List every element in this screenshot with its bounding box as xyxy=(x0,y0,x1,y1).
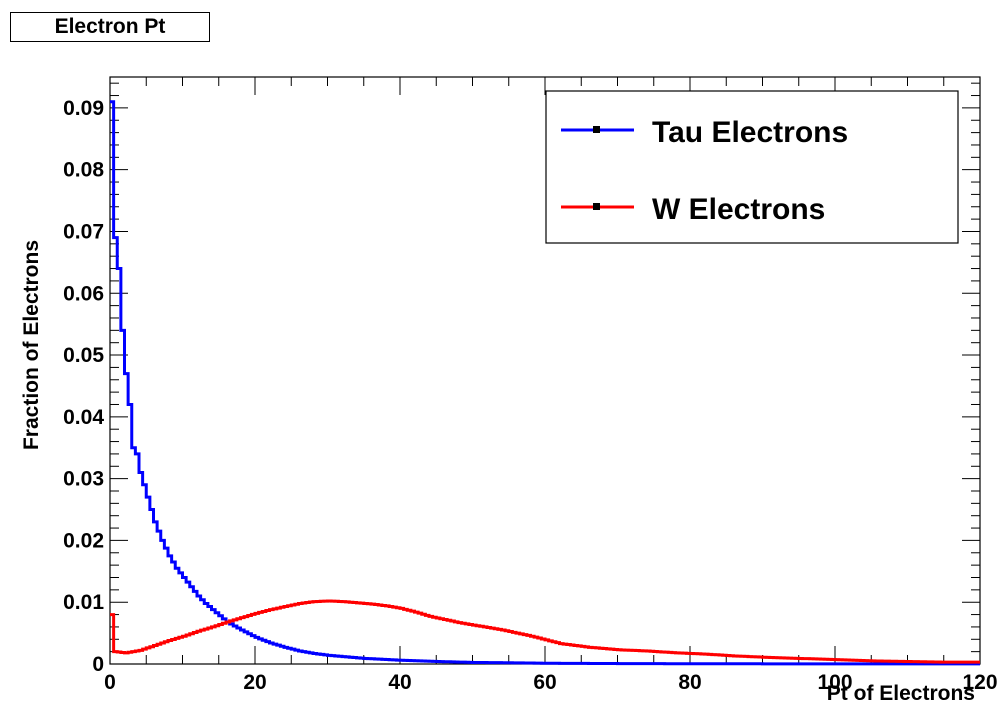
legend-entry-w: W Electrons xyxy=(561,193,825,226)
y-axis-title: Fraction of Electrons xyxy=(20,240,43,450)
legend-entry-tau: Tau Electrons xyxy=(561,116,848,149)
y-tick-label: 0.09 xyxy=(63,97,104,120)
x-tick-label: 100 xyxy=(817,671,852,694)
y-tick-label: 0.03 xyxy=(63,468,104,491)
x-tick-label: 0 xyxy=(104,671,116,694)
x-tick-label: 20 xyxy=(243,671,266,694)
y-tick-label: 0.05 xyxy=(63,344,104,367)
y-tick-label: 0.04 xyxy=(63,406,104,429)
series-layer xyxy=(110,100,980,666)
x-axis-title: Pt of Electrons xyxy=(827,682,975,705)
series-line-w xyxy=(110,599,980,664)
legend-label-tau: Tau Electrons xyxy=(652,116,848,149)
y-tick-label: 0.08 xyxy=(63,159,104,182)
axis-ticks: 0 20 40 60 80 100 120 0 0.01 0.02 0.03 0.04 0.05 0.06… xyxy=(63,77,998,694)
legend-marker-w xyxy=(593,203,600,210)
legend-marker-tau xyxy=(593,126,600,133)
x-tick-label: 60 xyxy=(533,671,556,694)
y-tick-label: 0.02 xyxy=(63,529,104,552)
series-line-tau xyxy=(110,100,980,666)
chart-title: Electron Pt xyxy=(10,12,210,42)
legend-label-w: W Electrons xyxy=(652,193,825,226)
y-tick-label: 0.06 xyxy=(63,282,104,305)
x-tick-label: 40 xyxy=(388,671,411,694)
y-tick-label: 0.01 xyxy=(63,591,104,614)
legend-box xyxy=(545,90,959,244)
y-tick-label: 0 xyxy=(92,653,104,676)
x-tick-label: 120 xyxy=(962,671,997,694)
y-tick-label: 0.07 xyxy=(63,220,104,243)
x-tick-label: 80 xyxy=(678,671,701,694)
